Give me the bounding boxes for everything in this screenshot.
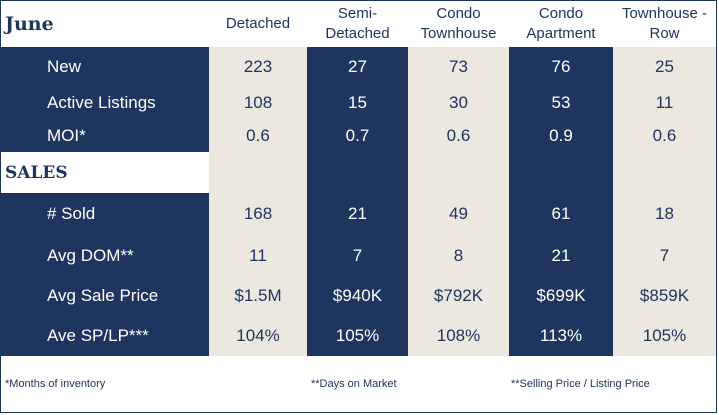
table-cell: $940K bbox=[307, 277, 408, 315]
table-cell: 8 bbox=[408, 235, 509, 277]
table-cell: 61 bbox=[509, 193, 613, 235]
row-label: Ave SP/LP*** bbox=[1, 315, 209, 356]
table-cell: $792K bbox=[408, 277, 509, 315]
column-header-line: Apartment bbox=[526, 25, 596, 42]
footnote-moi: *Months of inventory bbox=[5, 378, 106, 390]
table-cell: 49 bbox=[408, 193, 509, 235]
section-spacer bbox=[613, 152, 716, 193]
table-cell: 21 bbox=[509, 235, 613, 277]
column-header-line: Townhouse - bbox=[621, 5, 708, 22]
table-cell: 53 bbox=[509, 87, 613, 119]
section-spacer bbox=[209, 152, 307, 193]
table-cell: 15 bbox=[307, 87, 408, 119]
table-cell: 223 bbox=[209, 47, 307, 87]
month-heading: June bbox=[1, 1, 209, 47]
table-cell: 0.9 bbox=[509, 119, 613, 152]
table-cell: $859K bbox=[613, 277, 716, 315]
table-cell: 105% bbox=[613, 315, 716, 356]
row-label: MOI* bbox=[1, 119, 209, 152]
footnote-dom: **Days on Market bbox=[311, 378, 397, 390]
table-cell: 30 bbox=[408, 87, 509, 119]
table-cell: 27 bbox=[307, 47, 408, 87]
column-header-line: Condo bbox=[436, 5, 481, 22]
column-header-line: Condo bbox=[538, 5, 584, 22]
table-cell: 73 bbox=[408, 47, 509, 87]
table-cell: 0.7 bbox=[307, 119, 408, 152]
table-cell: 0.6 bbox=[209, 119, 307, 152]
table-cell: 11 bbox=[613, 87, 716, 119]
row-label: New bbox=[1, 47, 209, 87]
table-cell: 18 bbox=[613, 193, 716, 235]
footnote-splp: **Selling Price / Listing Price bbox=[511, 378, 650, 390]
table-cell: 7 bbox=[613, 235, 716, 277]
column-header: Semi- Detached bbox=[307, 1, 408, 47]
table-cell: 21 bbox=[307, 193, 408, 235]
row-label: # Sold bbox=[1, 193, 209, 235]
table-cell: 25 bbox=[613, 47, 716, 87]
sales-heading: SALES bbox=[1, 152, 209, 193]
column-header-line: Detached bbox=[225, 15, 291, 32]
table-cell: 0.6 bbox=[408, 119, 509, 152]
footnotes: *Months of inventory **Days on Market **… bbox=[1, 356, 716, 412]
column-header-line: Townhouse bbox=[420, 25, 497, 42]
table-cell: 108 bbox=[209, 87, 307, 119]
table-cell: 108% bbox=[408, 315, 509, 356]
column-header-line: Semi- bbox=[337, 5, 378, 22]
row-label: Avg DOM** bbox=[1, 235, 209, 277]
table-cell: 76 bbox=[509, 47, 613, 87]
table-cell: 0.6 bbox=[613, 119, 716, 152]
table-cell: 105% bbox=[307, 315, 408, 356]
row-label: Active Listings bbox=[1, 87, 209, 119]
column-header-line: Detached bbox=[325, 25, 390, 42]
section-spacer bbox=[408, 152, 509, 193]
column-header: Condo Apartment bbox=[509, 1, 613, 47]
table-cell: $699K bbox=[509, 277, 613, 315]
column-header-line: Row bbox=[649, 25, 680, 42]
table-cell: 168 bbox=[209, 193, 307, 235]
table-cell: 113% bbox=[509, 315, 613, 356]
stats-grid: June Detached Semi- Detached Condo Townhouse C… bbox=[1, 1, 718, 356]
row-label: Avg Sale Price bbox=[1, 277, 209, 315]
column-header: Townhouse - Row bbox=[613, 1, 716, 47]
table-cell: 104% bbox=[209, 315, 307, 356]
table-cell: $1.5M bbox=[209, 277, 307, 315]
section-spacer bbox=[307, 152, 408, 193]
table-cell: 11 bbox=[209, 235, 307, 277]
table-cell: 7 bbox=[307, 235, 408, 277]
column-header: Detached bbox=[209, 1, 307, 47]
column-header: Condo Townhouse bbox=[408, 1, 509, 47]
section-spacer bbox=[509, 152, 613, 193]
